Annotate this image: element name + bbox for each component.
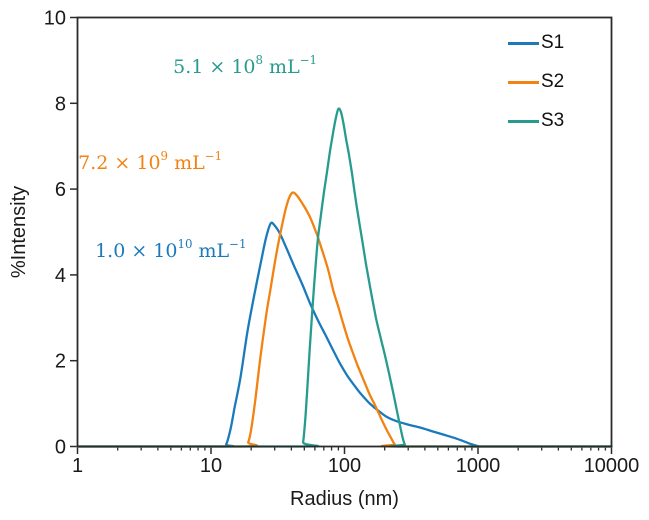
x-tick-label: 1000 xyxy=(456,455,501,477)
annotation-unit-exponent: −1 xyxy=(204,149,223,164)
x-tick-label: 10000 xyxy=(584,455,640,477)
legend-line-s3 xyxy=(508,119,539,123)
legend-line-s1 xyxy=(508,41,539,45)
x-tick-label: 1 xyxy=(72,455,83,477)
annotation-exponent: 10 xyxy=(177,237,193,252)
annotation-unit: mL xyxy=(192,240,230,263)
annotation-exponent: 8 xyxy=(255,52,264,67)
annotation-unit-exponent: −1 xyxy=(229,237,247,252)
annotation-s2-concentration: 7.2 × 109 mL−1 xyxy=(78,149,223,175)
legend-label-s2: S2 xyxy=(541,71,565,92)
y-tick-label: 2 xyxy=(55,351,66,373)
y-tick-label: 8 xyxy=(55,93,66,115)
legend-line-s2 xyxy=(508,80,539,84)
legend-label-s1: S1 xyxy=(541,32,565,53)
annotation-unit: mL xyxy=(263,55,300,78)
series-line-s1 xyxy=(76,221,613,448)
annotation-base: 1.0 × 10 xyxy=(95,240,178,263)
legend: S1 S2 S3 xyxy=(508,33,564,150)
annotation-s3-concentration: 5.1 × 108 mL−1 xyxy=(173,52,318,78)
y-tick-label: 6 xyxy=(55,179,66,201)
legend-item-s1: S1 xyxy=(508,33,564,53)
annotation-base: 5.1 × 10 xyxy=(173,55,256,78)
annotation-exponent: 9 xyxy=(160,149,169,164)
y-tick-label: 4 xyxy=(55,265,66,287)
y-tick-label: 10 xyxy=(44,8,66,30)
x-axis-title: Radius (nm) xyxy=(290,488,399,510)
annotation-s1-concentration: 1.0 × 1010 mL−1 xyxy=(95,237,247,263)
annotation-unit-exponent: −1 xyxy=(299,52,318,67)
x-tick-label: 10 xyxy=(200,455,222,477)
series-line-s3 xyxy=(76,107,613,448)
y-tick-label: 0 xyxy=(55,437,66,459)
legend-item-s2: S2 xyxy=(508,72,564,92)
plot-frame xyxy=(76,16,613,448)
legend-item-s3: S3 xyxy=(508,111,564,131)
series-line-s2 xyxy=(76,191,613,448)
legend-label-s3: S3 xyxy=(541,110,565,131)
annotation-unit: mL xyxy=(168,152,205,175)
y-axis-title: %Intensity xyxy=(8,186,30,278)
annotation-base: 7.2 × 10 xyxy=(78,152,161,175)
x-tick-label: 100 xyxy=(328,455,361,477)
